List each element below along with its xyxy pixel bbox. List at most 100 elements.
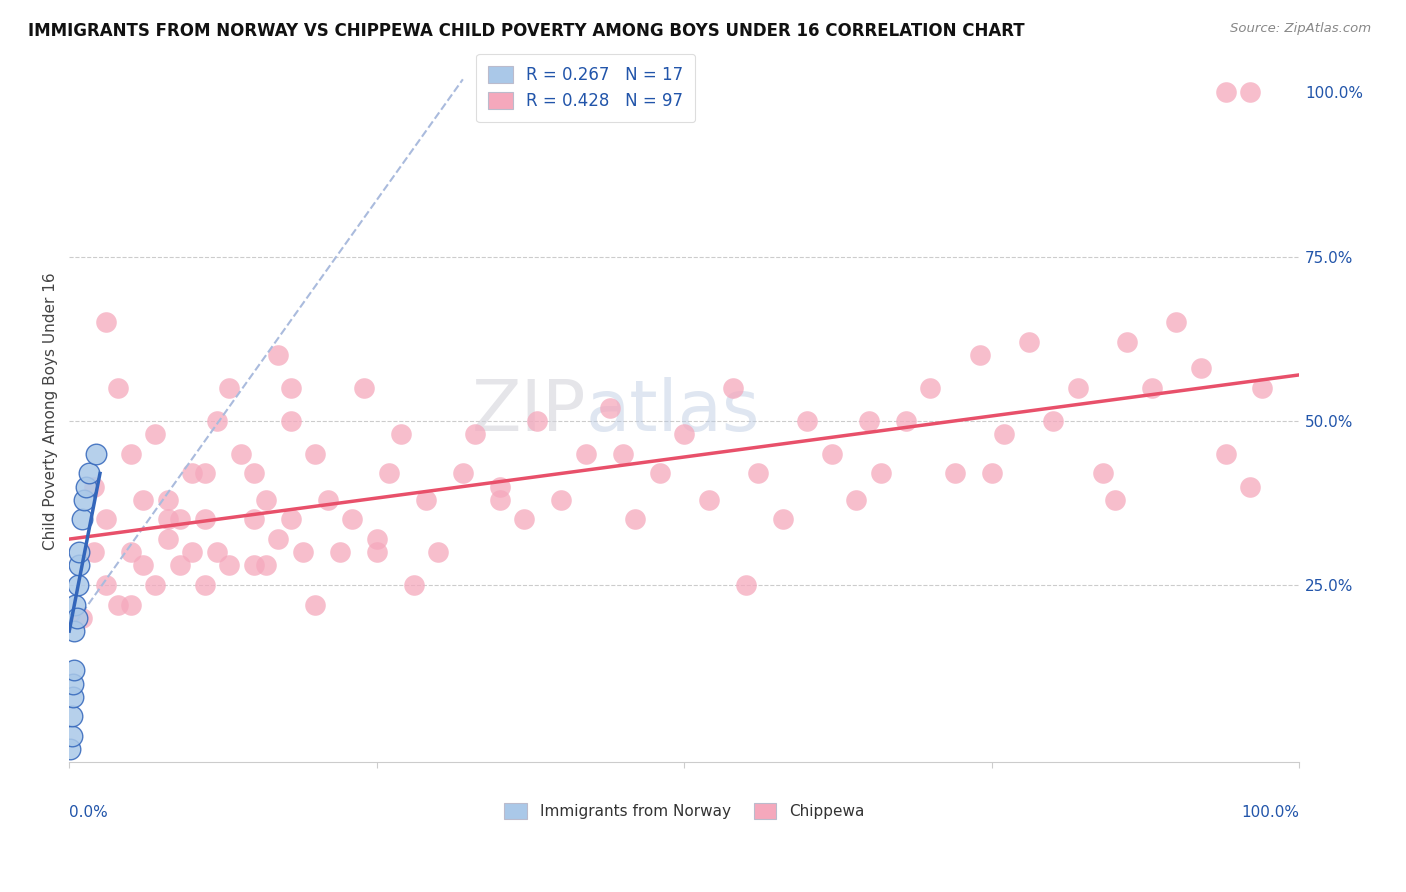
Point bbox=[329, 545, 352, 559]
Point bbox=[84, 447, 107, 461]
Point bbox=[1091, 467, 1114, 481]
Point bbox=[1104, 492, 1126, 507]
Point bbox=[697, 492, 720, 507]
Point bbox=[254, 558, 277, 573]
Point bbox=[66, 578, 89, 592]
Point bbox=[870, 467, 893, 481]
Point bbox=[291, 545, 314, 559]
Point bbox=[67, 545, 90, 559]
Point bbox=[231, 447, 253, 461]
Point bbox=[821, 447, 844, 461]
Point bbox=[1251, 381, 1274, 395]
Point bbox=[75, 479, 97, 493]
Point bbox=[389, 427, 412, 442]
Point bbox=[526, 414, 548, 428]
Point bbox=[427, 545, 450, 559]
Text: 100.0%: 100.0% bbox=[1241, 805, 1299, 820]
Point bbox=[254, 492, 277, 507]
Point bbox=[193, 512, 215, 526]
Point bbox=[747, 467, 769, 481]
Point bbox=[94, 578, 117, 592]
Point bbox=[73, 492, 96, 507]
Text: Source: ZipAtlas.com: Source: ZipAtlas.com bbox=[1230, 22, 1371, 36]
Point bbox=[65, 598, 87, 612]
Point bbox=[156, 532, 179, 546]
Point bbox=[1189, 361, 1212, 376]
Point bbox=[415, 492, 437, 507]
Point bbox=[845, 492, 868, 507]
Point bbox=[894, 414, 917, 428]
Point bbox=[980, 467, 1002, 481]
Point bbox=[267, 532, 290, 546]
Point bbox=[1140, 381, 1163, 395]
Point bbox=[132, 558, 155, 573]
Point bbox=[673, 427, 696, 442]
Point bbox=[378, 467, 401, 481]
Point bbox=[451, 467, 474, 481]
Point bbox=[648, 467, 671, 481]
Point bbox=[1116, 334, 1139, 349]
Point bbox=[120, 598, 142, 612]
Point bbox=[624, 512, 647, 526]
Point bbox=[772, 512, 794, 526]
Point bbox=[1215, 447, 1237, 461]
Point bbox=[366, 545, 388, 559]
Point bbox=[242, 512, 264, 526]
Point bbox=[169, 512, 191, 526]
Point bbox=[1239, 86, 1261, 100]
Point bbox=[120, 447, 142, 461]
Point bbox=[280, 512, 302, 526]
Point bbox=[1042, 414, 1064, 428]
Point bbox=[943, 467, 966, 481]
Point bbox=[316, 492, 339, 507]
Point bbox=[267, 348, 290, 362]
Point bbox=[340, 512, 363, 526]
Point bbox=[59, 742, 82, 756]
Text: 0.0%: 0.0% bbox=[69, 805, 108, 820]
Point bbox=[366, 532, 388, 546]
Point bbox=[575, 447, 598, 461]
Point bbox=[218, 558, 240, 573]
Point bbox=[60, 709, 83, 723]
Point bbox=[67, 558, 90, 573]
Point bbox=[132, 492, 155, 507]
Point bbox=[402, 578, 425, 592]
Point bbox=[94, 315, 117, 329]
Point bbox=[599, 401, 621, 415]
Point bbox=[83, 545, 105, 559]
Point bbox=[156, 512, 179, 526]
Point bbox=[143, 578, 166, 592]
Point bbox=[181, 545, 204, 559]
Point bbox=[612, 447, 634, 461]
Point bbox=[969, 348, 991, 362]
Point bbox=[304, 447, 326, 461]
Point bbox=[77, 467, 100, 481]
Point bbox=[1166, 315, 1188, 329]
Point bbox=[63, 664, 86, 678]
Point bbox=[280, 381, 302, 395]
Point bbox=[218, 381, 240, 395]
Point bbox=[1018, 334, 1040, 349]
Point bbox=[83, 479, 105, 493]
Point bbox=[193, 578, 215, 592]
Point bbox=[181, 467, 204, 481]
Point bbox=[280, 414, 302, 428]
Legend: Immigrants from Norway, Chippewa: Immigrants from Norway, Chippewa bbox=[498, 797, 870, 825]
Point bbox=[1067, 381, 1090, 395]
Point bbox=[734, 578, 756, 592]
Point bbox=[242, 558, 264, 573]
Point bbox=[796, 414, 818, 428]
Point bbox=[488, 479, 510, 493]
Point bbox=[156, 492, 179, 507]
Point bbox=[70, 611, 93, 625]
Point bbox=[858, 414, 880, 428]
Point bbox=[723, 381, 745, 395]
Point bbox=[550, 492, 572, 507]
Point bbox=[107, 381, 129, 395]
Point bbox=[513, 512, 536, 526]
Point bbox=[353, 381, 375, 395]
Point bbox=[464, 427, 486, 442]
Point bbox=[488, 492, 510, 507]
Point bbox=[205, 414, 228, 428]
Text: ZIP: ZIP bbox=[471, 376, 586, 445]
